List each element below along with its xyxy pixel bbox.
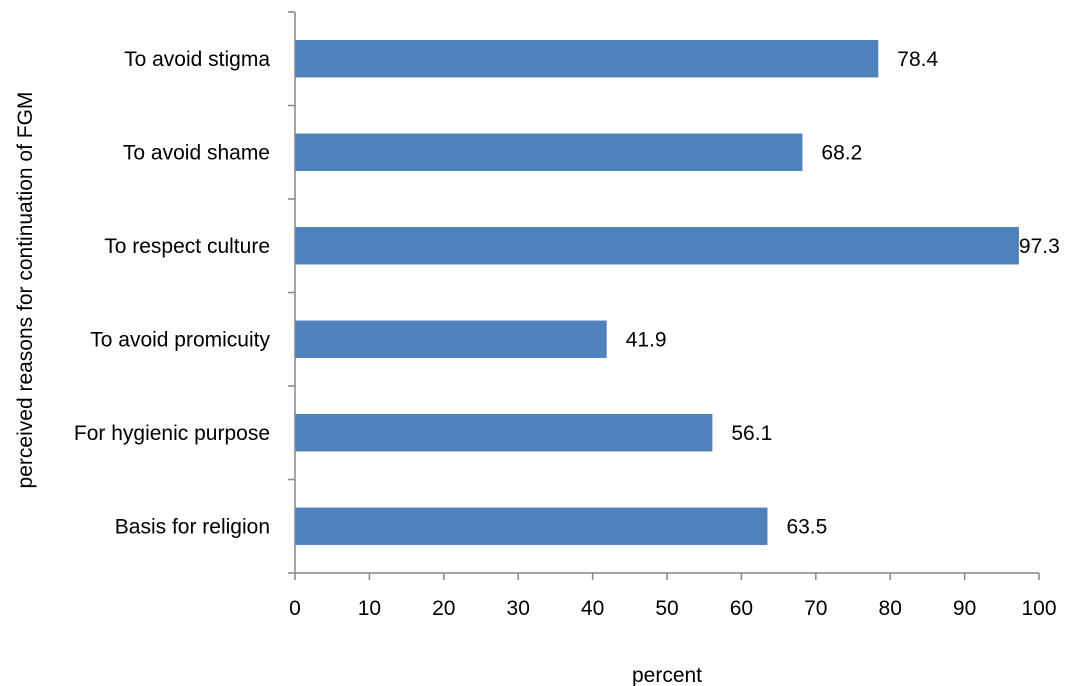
x-tick-label: 80: [879, 597, 902, 620]
bar: [295, 507, 768, 545]
bar: [295, 133, 803, 171]
x-tick-label: 90: [953, 597, 976, 620]
x-axis-title: percent: [632, 664, 702, 686]
x-tick-label: 30: [507, 597, 530, 620]
data-label: 41.9: [626, 328, 667, 351]
data-label: 63.5: [786, 515, 827, 538]
x-tick-label: 100: [1021, 597, 1056, 620]
category-label: Basis for religion: [115, 515, 270, 538]
data-label: 68.2: [821, 141, 862, 164]
bar: [295, 320, 607, 358]
category-label: To avoid stigma: [124, 48, 270, 71]
data-label: 78.4: [897, 48, 938, 71]
bar: [295, 227, 1019, 265]
x-tick-label: 50: [655, 597, 678, 620]
x-tick-label: 40: [581, 597, 604, 620]
bars-group: [295, 40, 1019, 545]
axes-group: [288, 11, 1040, 580]
category-label: To respect culture: [104, 235, 270, 258]
labels-group: To avoid stigma 78.4 To avoid shame 68.2 To …: [74, 48, 1060, 620]
data-label: 97.3: [1019, 235, 1060, 258]
bar: [295, 414, 713, 452]
x-tick-label: 20: [432, 597, 455, 620]
x-tick-label: 0: [289, 597, 301, 620]
category-label: For hygienic purpose: [74, 422, 270, 445]
category-label: To avoid shame: [123, 141, 270, 164]
data-label: 56.1: [731, 422, 772, 445]
x-tick-label: 70: [804, 597, 827, 620]
bar: [295, 40, 879, 78]
x-tick-label: 60: [730, 597, 753, 620]
category-label: To avoid promicuity: [90, 328, 270, 351]
x-tick-label: 10: [358, 597, 381, 620]
y-axis-title: perceived reasons for continuation of FG…: [14, 92, 37, 489]
